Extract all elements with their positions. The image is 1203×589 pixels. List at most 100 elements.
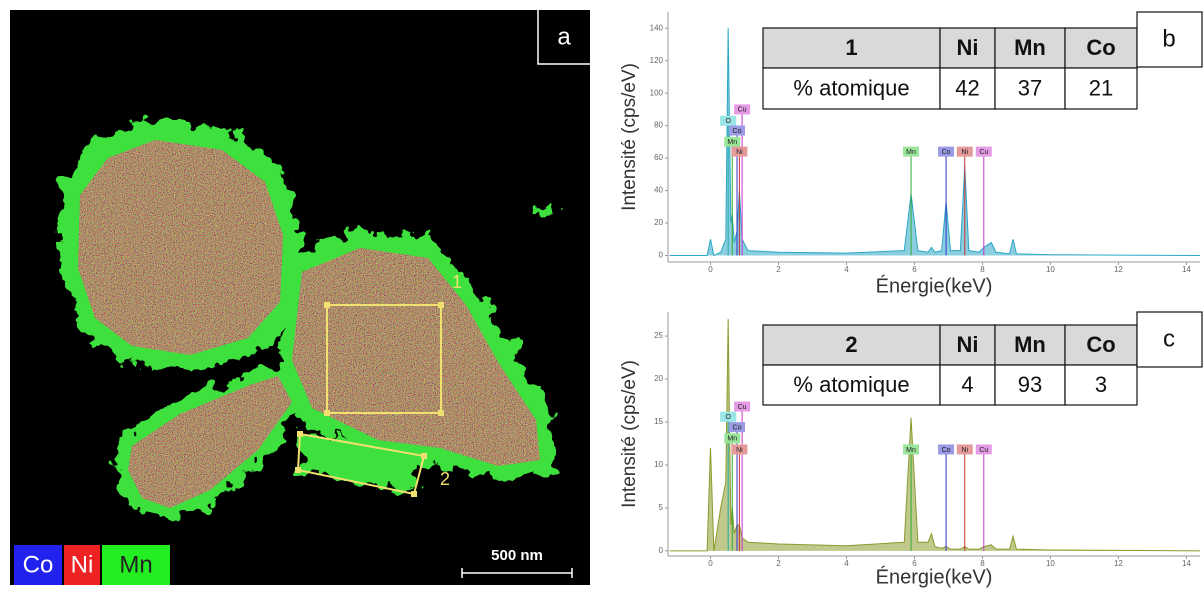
element-tag-label: Co — [942, 149, 951, 156]
element-tag-label: Mn — [906, 149, 916, 156]
table-value: 37 — [1018, 75, 1042, 100]
y-tick-label: 0 — [659, 546, 664, 555]
element-tag-label: Mn — [727, 436, 737, 443]
panel-label: a — [557, 23, 571, 50]
element-tag — [724, 433, 741, 444]
legend-entry: Co — [23, 551, 54, 578]
element-tag-label: Cu — [738, 107, 747, 114]
element-tag — [956, 146, 973, 157]
element-tag-label: Ni — [736, 447, 743, 454]
y-tick-label: 15 — [654, 417, 663, 426]
spectrum-line — [669, 318, 1201, 552]
y-tick-label: 20 — [654, 374, 663, 383]
table-value: 93 — [1018, 372, 1042, 397]
x-tick-label: 2 — [776, 265, 781, 274]
legend-entry: Ni — [71, 551, 94, 578]
y-tick-label: 140 — [650, 23, 664, 32]
x-tick-label: 8 — [980, 559, 985, 568]
element-tag — [731, 444, 748, 455]
x-tick-label: 14 — [1182, 265, 1191, 274]
element-tag-label: Mn — [906, 447, 916, 454]
table-value: 42 — [955, 75, 979, 100]
table-cell — [994, 27, 1066, 69]
element-tag — [975, 444, 992, 455]
y-tick-label: 0 — [659, 251, 664, 260]
table-cell — [762, 364, 941, 406]
y-axis-label: Intensité (cps/eV) — [619, 63, 640, 211]
element-tag — [729, 422, 746, 433]
element-tag — [724, 136, 741, 147]
legend-entry: Mn — [119, 551, 152, 578]
y-tick-label: 100 — [650, 88, 664, 97]
x-tick-label: 12 — [1114, 559, 1123, 568]
x-tick-label: 12 — [1114, 265, 1123, 274]
legend-swatch — [102, 545, 170, 585]
legend-swatch — [64, 545, 100, 585]
table-header: 2 — [845, 332, 857, 357]
x-tick-label: 6 — [912, 559, 917, 568]
element-tag — [729, 125, 746, 136]
element-tag — [938, 444, 955, 455]
y-tick-label: 40 — [654, 186, 663, 195]
x-tick-label: 4 — [844, 265, 849, 274]
x-axis-label: Énergie(keV) — [876, 565, 993, 588]
particle-texture — [78, 140, 540, 508]
x-tick-label: 2 — [776, 559, 781, 568]
x-tick-label: 8 — [980, 265, 985, 274]
legend-swatch — [14, 545, 62, 585]
element-tag-label: Mn — [727, 139, 737, 146]
element-tag-label: Cu — [738, 404, 747, 411]
table-value: 3 — [1095, 372, 1107, 397]
table-header: Co — [1086, 35, 1115, 60]
panel-frame — [1136, 11, 1203, 68]
element-tag — [720, 115, 737, 126]
element-tag — [731, 146, 748, 157]
table-cell — [762, 67, 941, 110]
element-tag-label: Cu — [979, 447, 988, 454]
x-tick-label: 0 — [708, 559, 713, 568]
element-tag — [956, 444, 973, 455]
table-value: % atomique — [793, 75, 909, 100]
x-tick-label: 10 — [1046, 559, 1055, 568]
element-tag — [938, 146, 955, 157]
table-cell — [994, 364, 1066, 406]
element-tag — [975, 146, 992, 157]
table-header: Ni — [957, 35, 979, 60]
x-tick-label: 14 — [1182, 559, 1191, 568]
y-axis-label: Intensité (cps/eV) — [619, 360, 640, 508]
element-tag-label: Co — [733, 128, 742, 135]
region-1-box — [326, 304, 442, 414]
table-cell — [994, 324, 1066, 366]
panel-frame — [1136, 311, 1203, 368]
element-tag — [720, 411, 737, 422]
table-header: Co — [1086, 332, 1115, 357]
x-tick-label: 10 — [1046, 265, 1055, 274]
table-cell — [994, 67, 1066, 110]
y-tick-label: 20 — [654, 218, 663, 227]
eds-map: 1 2 a Co Ni Mn 500 nm — [10, 10, 590, 585]
panel-label: b — [1162, 25, 1175, 52]
table-header: 1 — [845, 35, 857, 60]
scale-bar-label: 500 nm — [491, 547, 543, 564]
region-corners — [295, 302, 444, 497]
x-tick-label: 4 — [844, 559, 849, 568]
table-value: 21 — [1089, 75, 1113, 100]
table-header: Ni — [957, 332, 979, 357]
element-tag-label: O — [725, 118, 731, 125]
table-header: Mn — [1014, 35, 1046, 60]
table-cell — [939, 27, 996, 69]
y-tick-label: 25 — [654, 331, 663, 340]
y-tick-label: 10 — [654, 460, 663, 469]
table-cell — [1064, 324, 1138, 366]
table-value: 4 — [961, 372, 973, 397]
table-value: % atomique — [793, 372, 909, 397]
x-tick-label: 0 — [708, 265, 713, 274]
spectrum-line — [669, 28, 1201, 257]
panel-frame — [537, 10, 590, 65]
scale-bar — [461, 568, 573, 578]
region-label: 1 — [452, 272, 462, 292]
element-tag-label: Ni — [961, 149, 968, 156]
table-header: Mn — [1014, 332, 1046, 357]
